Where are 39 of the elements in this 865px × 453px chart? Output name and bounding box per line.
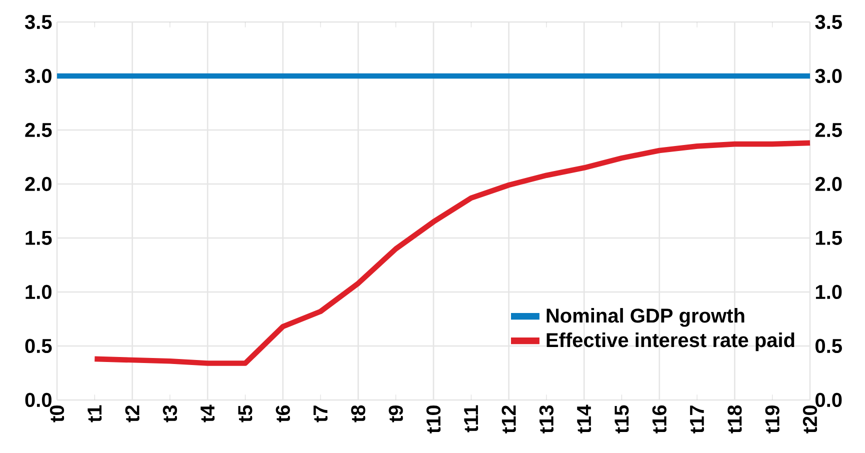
x-tick-label: t10: [426, 406, 441, 434]
y2-tick-label: 0.0: [816, 392, 842, 408]
y2-tick-label: 3.5: [815, 14, 842, 30]
x-tick-label: t6: [276, 405, 290, 422]
x-tick-label: t11: [464, 405, 478, 432]
y2-tick-label: 1.0: [816, 284, 842, 300]
x-tick-label: t17: [690, 406, 704, 434]
legend-label: Nominal GDP growth: [546, 308, 744, 327]
y2-tick-label: 1.5: [816, 231, 842, 245]
y-tick-label: 2.0: [25, 176, 52, 192]
x-tick-label: t12: [502, 406, 516, 434]
x-tick-label: t9: [388, 405, 403, 422]
x-tick-label: t15: [614, 405, 629, 434]
x-tick-label: t1: [88, 405, 102, 422]
x-tick-label: t8: [351, 405, 366, 422]
x-tick-label: t5: [238, 405, 252, 422]
x-tick-label: t14: [577, 404, 592, 434]
x-tick-label: t7: [314, 406, 328, 422]
legend-label: Effective interest rate paid: [546, 332, 794, 352]
x-tick-label: t18: [728, 405, 742, 434]
y-tick-label: 0.5: [25, 338, 52, 354]
x-tick-label: t2: [125, 406, 140, 422]
y2-tick-label: 2.0: [815, 176, 842, 192]
y-tick-label: 1.5: [26, 231, 52, 245]
x-tick-label: t13: [539, 405, 554, 434]
x-tick-label: t19: [765, 405, 780, 434]
y-tick-label: 0.0: [25, 392, 52, 408]
y-tick-label: 3.5: [24, 14, 52, 30]
x-tick-label: t0: [50, 406, 64, 422]
x-tick-label: t4: [200, 404, 215, 422]
x-tick-label: t16: [652, 405, 666, 434]
y2-tick-label: 3.0: [815, 68, 842, 84]
y2-tick-label: 0.5: [816, 338, 842, 354]
y2-tick-label: 2.5: [815, 122, 842, 138]
y-tick-label: 1.0: [26, 284, 52, 300]
y-tick-label: 3.0: [24, 68, 52, 84]
x-tick-label: t20: [802, 406, 818, 434]
y-tick-label: 2.5: [25, 122, 52, 138]
x-tick-label: t3: [162, 405, 178, 422]
